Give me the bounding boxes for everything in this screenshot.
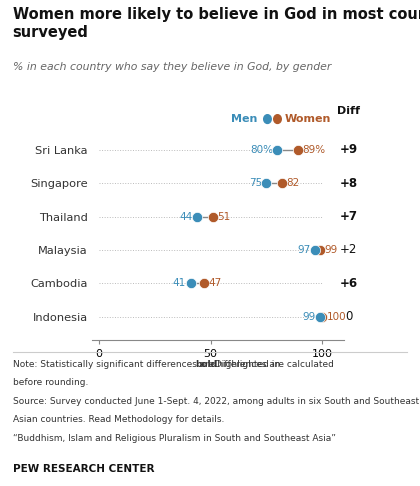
Text: +2: +2 bbox=[340, 243, 357, 257]
Text: 99: 99 bbox=[302, 312, 315, 322]
Point bbox=[317, 246, 323, 254]
Point bbox=[187, 279, 194, 287]
Text: bold: bold bbox=[195, 360, 217, 369]
Text: 99: 99 bbox=[324, 245, 338, 255]
Text: 47: 47 bbox=[208, 278, 222, 288]
Text: “Buddhism, Islam and Religious Pluralism in South and Southeast Asia”: “Buddhism, Islam and Religious Pluralism… bbox=[13, 434, 336, 443]
Text: 82: 82 bbox=[286, 178, 299, 188]
Text: 97: 97 bbox=[298, 245, 311, 255]
Point bbox=[274, 146, 281, 154]
Point bbox=[317, 313, 323, 321]
Point bbox=[263, 179, 270, 187]
Point bbox=[194, 213, 201, 221]
Text: PEW RESEARCH CENTER: PEW RESEARCH CENTER bbox=[13, 464, 154, 474]
Text: 100: 100 bbox=[327, 312, 346, 322]
Text: Diff: Diff bbox=[337, 106, 360, 116]
Point bbox=[312, 246, 319, 254]
Point bbox=[210, 213, 216, 221]
Text: before rounding.: before rounding. bbox=[13, 378, 88, 387]
Text: +7: +7 bbox=[340, 210, 358, 223]
Text: +6: +6 bbox=[340, 277, 358, 290]
Point bbox=[200, 279, 207, 287]
Text: % in each country who say they believe in God, by gender: % in each country who say they believe i… bbox=[13, 62, 331, 72]
Text: 51: 51 bbox=[217, 211, 231, 222]
Text: 89%: 89% bbox=[302, 145, 325, 155]
Text: Women: Women bbox=[284, 114, 331, 124]
Text: Women more likely to believe in God in most countries
surveyed: Women more likely to believe in God in m… bbox=[13, 7, 420, 40]
Text: 44: 44 bbox=[179, 211, 193, 222]
Text: 80%: 80% bbox=[250, 145, 273, 155]
Text: . Differences are calculated: . Differences are calculated bbox=[209, 360, 334, 369]
Point bbox=[319, 313, 326, 321]
Text: Source: Survey conducted June 1-Sept. 4, 2022, among adults in six South and Sou: Source: Survey conducted June 1-Sept. 4,… bbox=[13, 397, 419, 406]
Text: 75: 75 bbox=[249, 178, 262, 188]
Point bbox=[294, 146, 301, 154]
Text: Men: Men bbox=[231, 114, 257, 124]
Text: +8: +8 bbox=[340, 177, 358, 190]
Point bbox=[278, 179, 285, 187]
Text: 41: 41 bbox=[173, 278, 186, 288]
Text: 0: 0 bbox=[345, 311, 352, 323]
Text: Asian countries. Read Methodology for details.: Asian countries. Read Methodology for de… bbox=[13, 415, 224, 424]
Text: Note: Statistically significant differences are highlighted in: Note: Statistically significant differen… bbox=[13, 360, 283, 369]
Text: +9: +9 bbox=[340, 143, 358, 156]
